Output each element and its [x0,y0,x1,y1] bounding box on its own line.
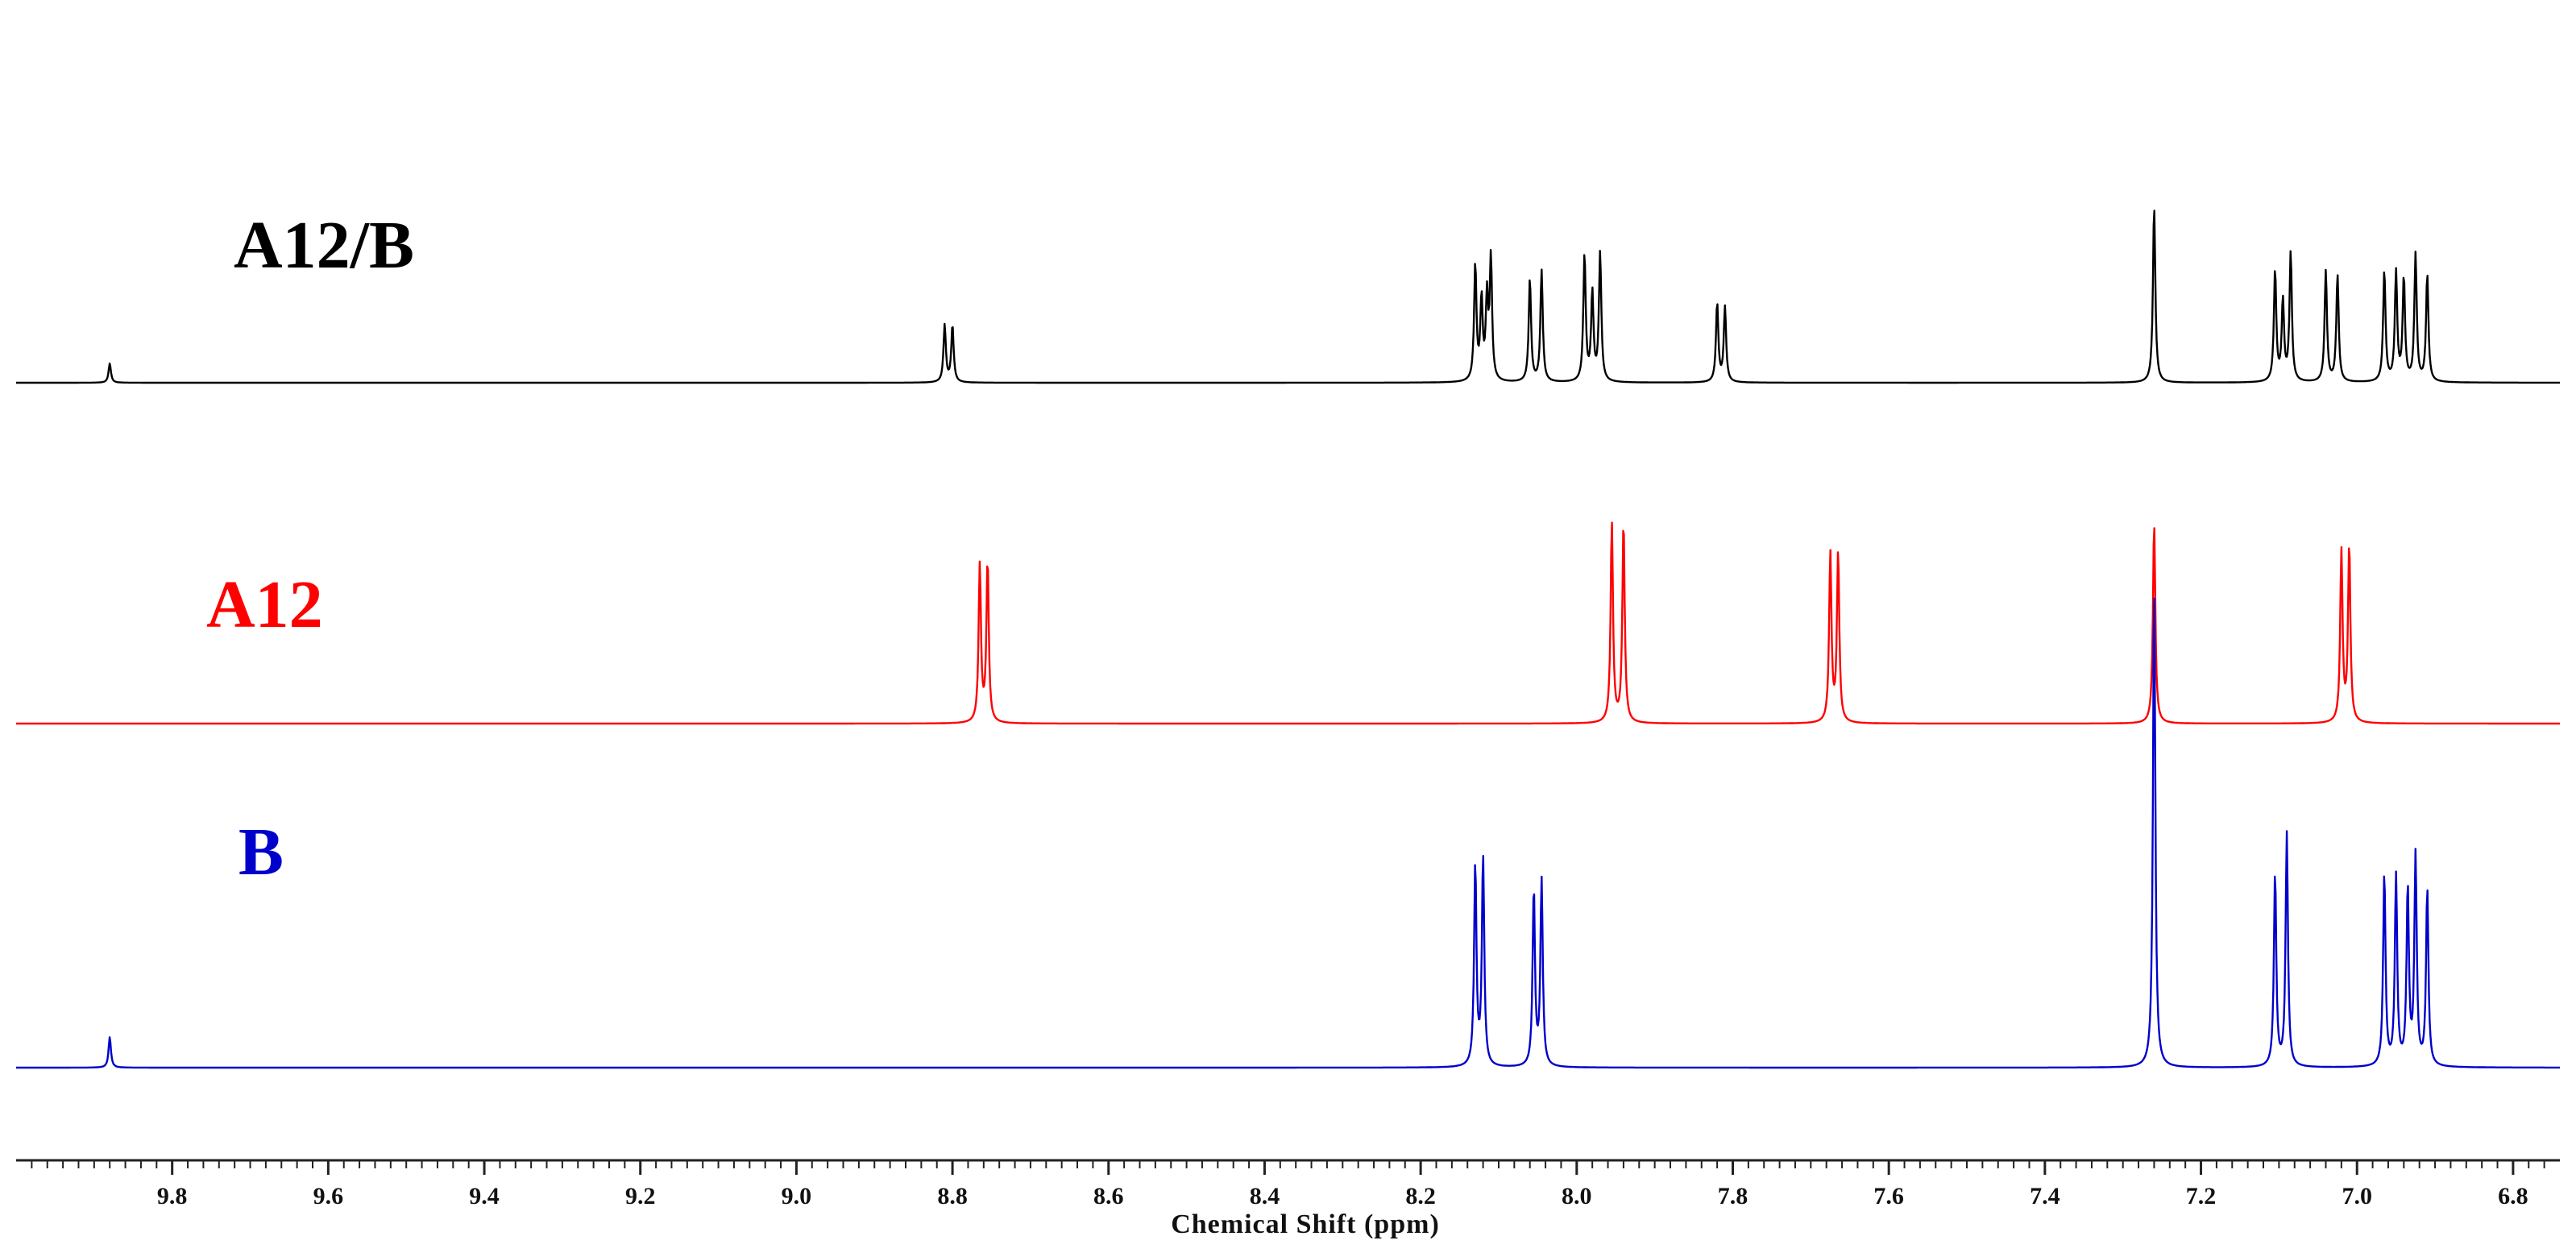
spectrum-line-b [15,597,2561,1069]
series-labels: A12/B A12 B [206,208,414,890]
series-label-a12-b: A12/B [234,208,414,283]
series-label-b: B [239,815,284,890]
series-label-a12: A12 [206,567,323,642]
x-tick-label: 7.8 [1718,1183,1748,1209]
x-tick-label: 7.0 [2342,1183,2372,1209]
x-tick-label: 6.8 [2498,1183,2528,1209]
x-axis-title: Chemical Shift (ppm) [1171,1209,1440,1239]
x-axis: 9.8 9.6 9.4 9.2 9.0 8.8 8.6 8.4 8.2 8.0 7.8 7.6 7.4 7… [16,1159,2560,1209]
x-tick-label: 7.6 [1873,1183,1904,1209]
x-tick-label: 9.2 [625,1183,656,1209]
x-tick-label: 8.6 [1093,1183,1124,1209]
x-tick-label: 9.8 [157,1183,188,1209]
x-tick-label: 7.4 [2030,1183,2060,1209]
x-tick-label: 9.4 [469,1183,500,1209]
x-tick-label: 8.2 [1405,1183,1436,1209]
spectrum-line-a12-b [15,210,2561,384]
x-tick-label: 9.0 [782,1183,812,1209]
x-tick-label: 8.8 [937,1183,968,1209]
spectra-group [15,210,2561,1069]
x-tick-label: 7.2 [2186,1183,2217,1209]
x-tick-label: 8.4 [1250,1183,1280,1209]
x-tick-label: 9.6 [313,1183,344,1209]
x-tick-label: 8.0 [1562,1183,1592,1209]
spectrum-line-a12 [15,521,2561,725]
